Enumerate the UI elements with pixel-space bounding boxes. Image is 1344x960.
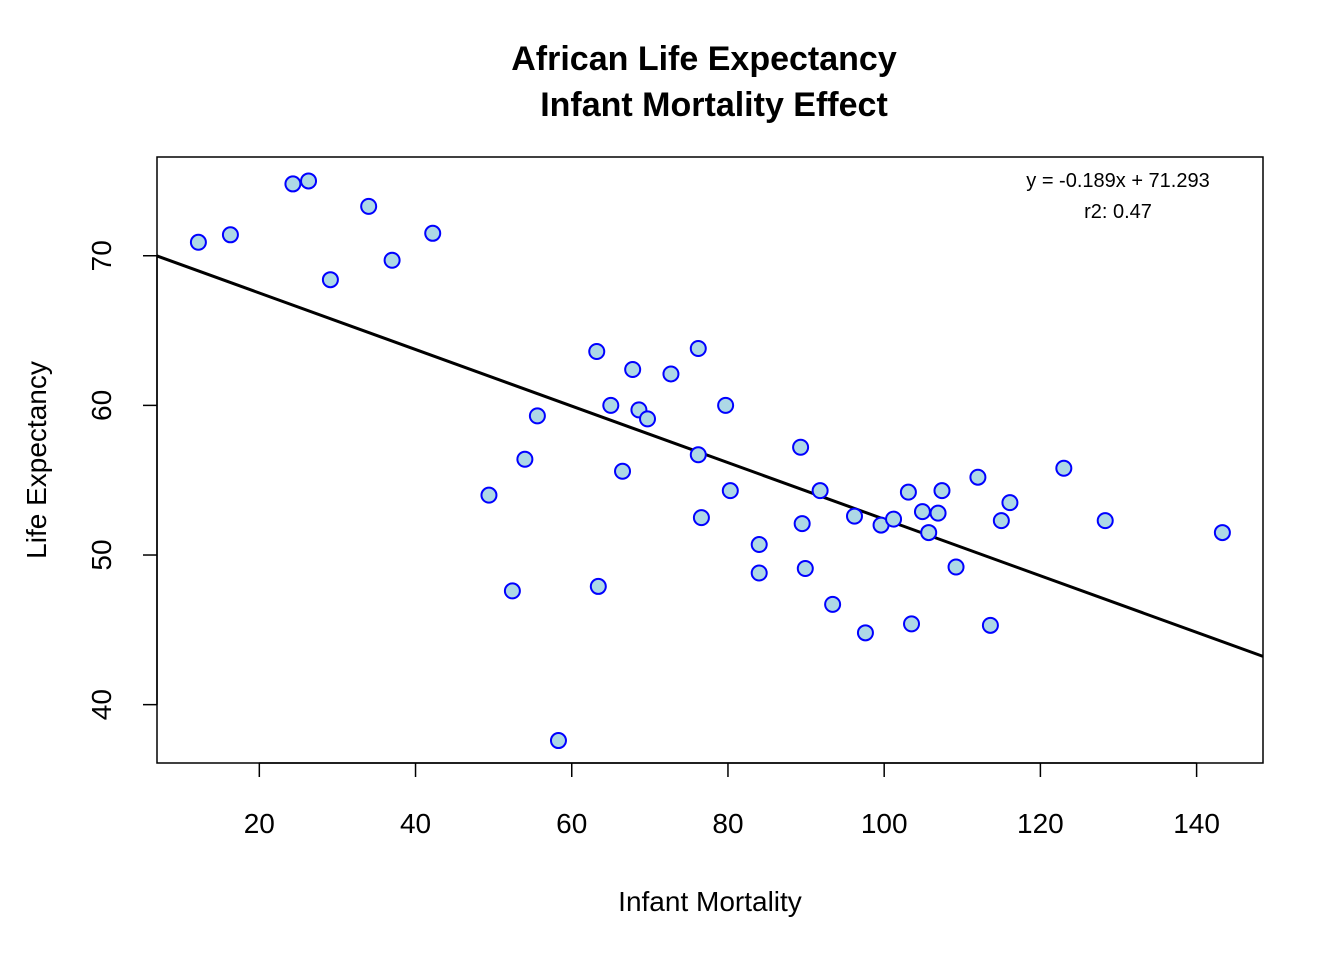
data-point <box>383 251 401 269</box>
x-tick-label: 60 <box>556 808 587 839</box>
y-tick-label: 70 <box>86 240 117 271</box>
data-point <box>614 462 632 480</box>
data-point <box>929 504 947 522</box>
chart-subtitle: Infant Mortality Effect <box>540 86 888 124</box>
data-point <box>639 410 657 428</box>
data-point <box>602 396 620 414</box>
data-point <box>721 482 739 500</box>
data-point <box>284 175 302 193</box>
data-point <box>692 509 710 527</box>
data-point <box>689 446 707 464</box>
data-point <box>885 510 903 528</box>
x-tick-label: 140 <box>1173 808 1220 839</box>
x-tick-label: 100 <box>861 808 908 839</box>
data-point <box>588 343 606 361</box>
x-axis-label: Infant Mortality <box>618 886 802 917</box>
data-point <box>221 226 239 244</box>
data-point <box>516 450 534 468</box>
y-tick-label: 40 <box>86 689 117 720</box>
data-point <box>750 564 768 582</box>
x-tick-label: 120 <box>1017 808 1064 839</box>
data-point <box>796 559 814 577</box>
y-tick-label: 50 <box>86 539 117 570</box>
x-tick-label: 80 <box>712 808 743 839</box>
data-point <box>947 558 965 576</box>
data-point <box>662 365 680 383</box>
data-point <box>1213 524 1231 542</box>
data-point <box>717 396 735 414</box>
data-point <box>793 515 811 533</box>
regression-layer <box>156 254 1264 658</box>
data-point <box>360 197 378 215</box>
data-point <box>321 271 339 289</box>
regression-line <box>156 254 1264 658</box>
y-axis-label: Life Expectancy <box>21 361 52 559</box>
data-point <box>792 438 810 456</box>
data-point <box>1001 494 1019 512</box>
data-point <box>503 582 521 600</box>
data-point <box>528 407 546 425</box>
data-point <box>992 512 1010 530</box>
x-axis: 20 40 60 80 100 120 140 <box>244 762 1220 839</box>
data-point <box>920 524 938 542</box>
data-point <box>903 615 921 633</box>
data-point <box>969 468 987 486</box>
data-point <box>589 577 607 595</box>
data-point <box>899 483 917 501</box>
data-point <box>624 360 642 378</box>
plot-frame <box>156 156 1264 764</box>
y-axis: 40 50 60 70 <box>86 240 158 720</box>
data-point <box>689 340 707 358</box>
data-point <box>189 233 207 251</box>
equation-annotation: y = -0.189x + 71.293 <box>1026 170 1209 192</box>
chart-title: African Life Expectancy <box>511 40 897 78</box>
r2-annotation: r2: 0.47 <box>1084 201 1152 223</box>
data-point <box>981 616 999 634</box>
y-tick-label: 60 <box>86 390 117 421</box>
points-layer <box>189 172 1231 750</box>
data-point <box>845 507 863 525</box>
data-point <box>300 172 318 190</box>
data-point <box>824 595 842 613</box>
data-point <box>750 536 768 554</box>
data-point <box>913 503 931 521</box>
data-point <box>811 482 829 500</box>
data-point <box>1096 512 1114 530</box>
data-point <box>856 624 874 642</box>
data-point <box>549 732 567 750</box>
data-point <box>933 482 951 500</box>
data-point <box>424 224 442 242</box>
x-tick-label: 40 <box>400 808 431 839</box>
data-point <box>480 486 498 504</box>
data-point <box>1055 459 1073 477</box>
x-tick-label: 20 <box>244 808 275 839</box>
